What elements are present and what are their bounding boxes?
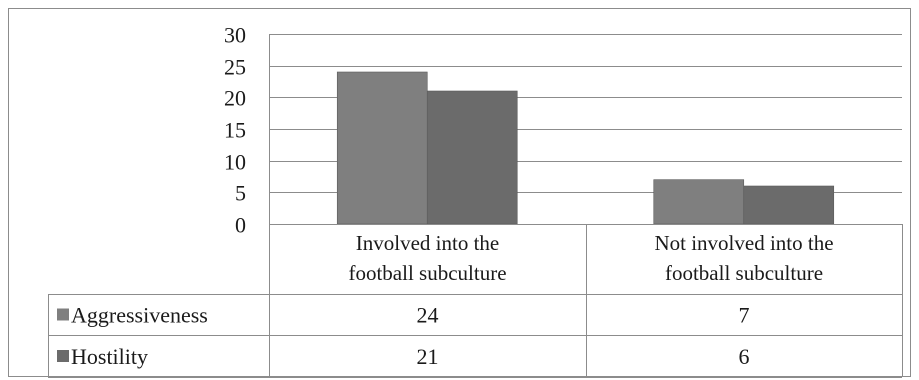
bar-hostility-1 [426, 90, 518, 225]
category-label: Involved into the [356, 231, 499, 255]
legend-key-aggressiveness [57, 308, 69, 321]
data-table: Involved into the football subculture Not … [48, 224, 903, 378]
y-tick-label: 0 [235, 213, 246, 238]
bar-aggressiveness-2 [653, 179, 745, 225]
bar-hostility-2 [743, 185, 835, 225]
y-tick-label: 15 [224, 118, 246, 143]
y-tick-label: 25 [224, 55, 246, 80]
y-tick-label: 30 [224, 23, 246, 48]
data-table-cell: 7 [739, 303, 750, 328]
legend-label: Hostility [71, 344, 148, 369]
y-axis: 0 5 10 15 20 25 30 [224, 23, 270, 238]
y-tick-label: 10 [224, 150, 246, 175]
y-tick-label: 5 [235, 181, 246, 206]
bars [336, 71, 835, 225]
data-table-cell: 21 [417, 344, 439, 369]
category-label: football subculture [665, 261, 823, 285]
legend-key-hostility [57, 350, 69, 362]
bar-aggressiveness-1 [336, 71, 428, 225]
data-table-cell: 6 [739, 344, 750, 369]
category-label: Not involved into the [654, 231, 833, 255]
legend-label: Aggressiveness [71, 303, 208, 328]
y-tick-label: 20 [224, 86, 246, 111]
data-table-cell: 24 [417, 303, 439, 328]
category-label: football subculture [348, 261, 506, 285]
